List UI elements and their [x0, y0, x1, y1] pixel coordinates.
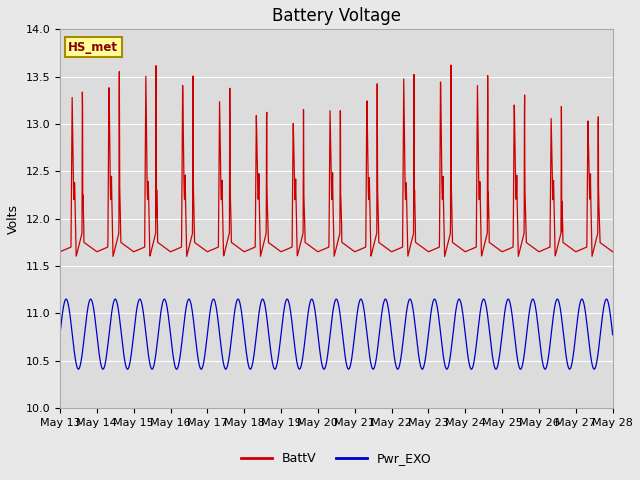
Legend: BattV, Pwr_EXO: BattV, Pwr_EXO — [236, 447, 436, 470]
Title: Battery Voltage: Battery Voltage — [272, 7, 401, 25]
Y-axis label: Volts: Volts — [7, 204, 20, 234]
Text: HS_met: HS_met — [68, 41, 118, 54]
